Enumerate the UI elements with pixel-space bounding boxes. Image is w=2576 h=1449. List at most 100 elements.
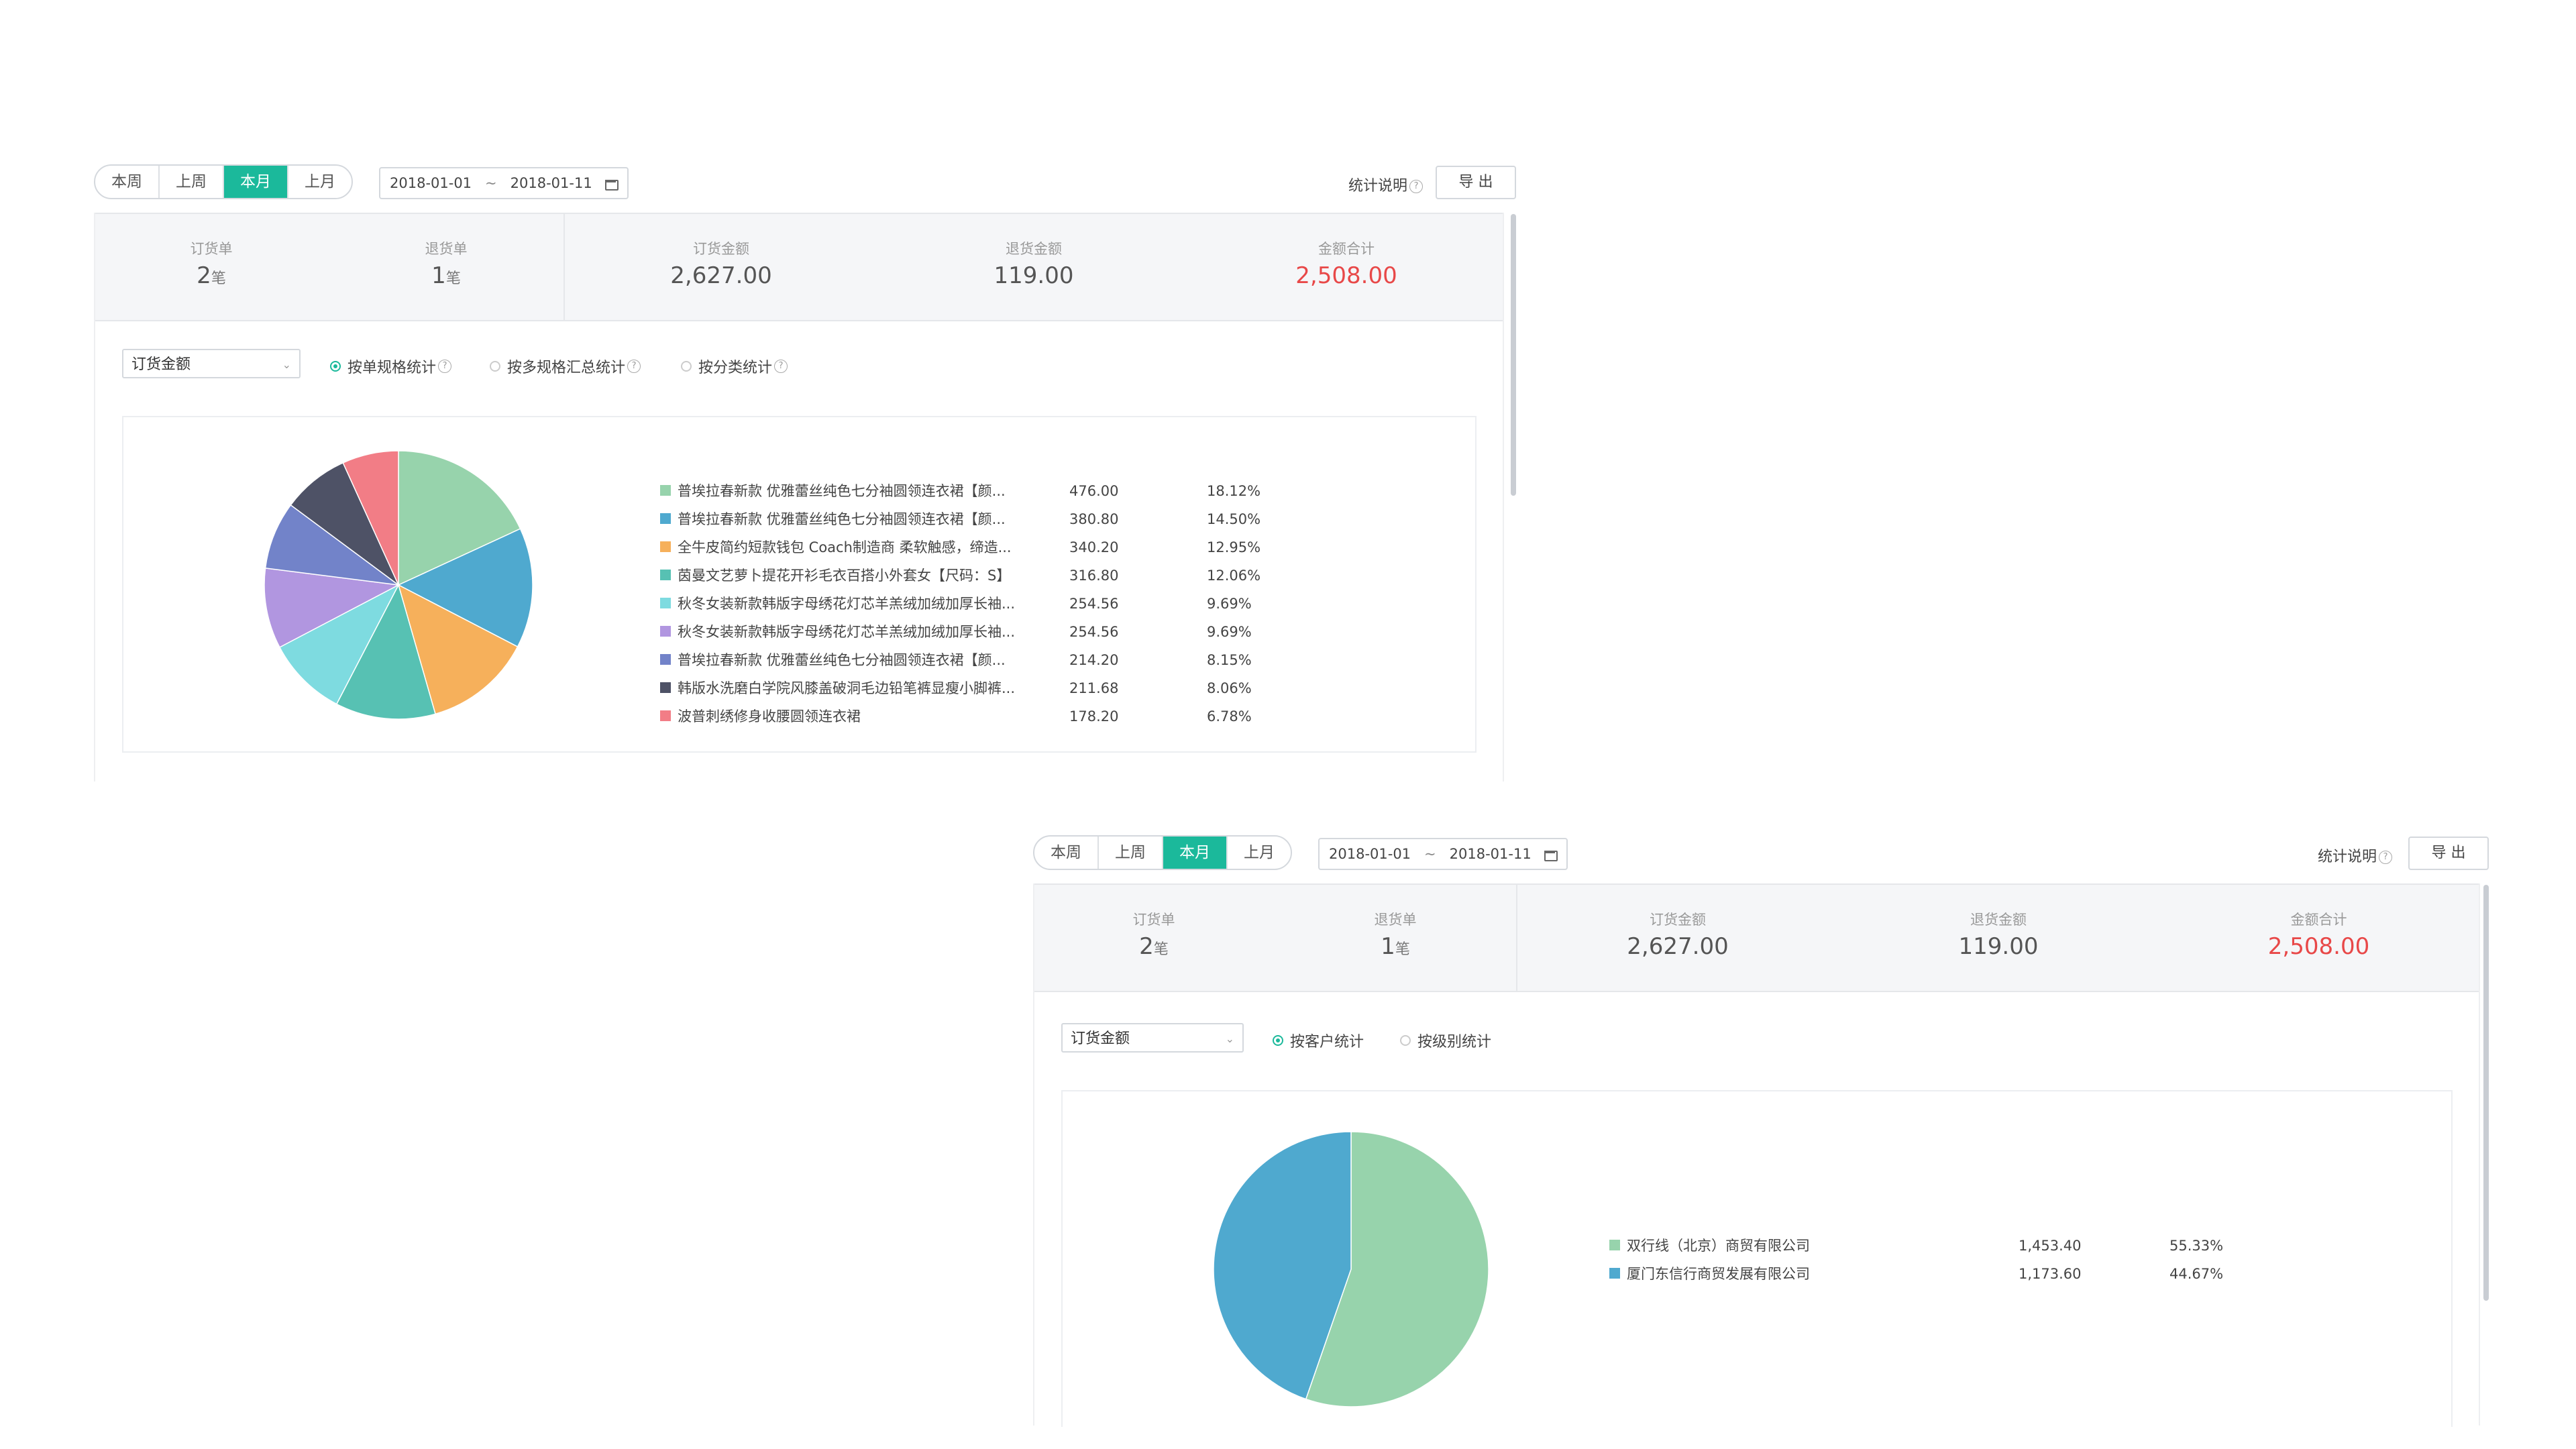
help-icon: ? [627, 360, 641, 373]
stats-panel-customer: 本周 上周 本月 上月 2018-01-01 ~ 2018-01-11 统计说明… [1033, 835, 2496, 1427]
radio-unchecked-icon [681, 361, 692, 372]
stat-label: 订货金额 [693, 241, 749, 257]
chart-card: 双行线（北京）商贸有限公司 1,453.40 55.33% 厦门东信行商贸发展有限公司… [1061, 1090, 2453, 1427]
legend-percent: 55.33% [2169, 1238, 2224, 1254]
metric-select-value: 订货金额 [1071, 1030, 1130, 1047]
panel-border-left [94, 213, 95, 782]
legend-item[interactable]: 波普刺绣修身收腰圆领连衣裙 178.20 6.78% [660, 703, 1331, 730]
legend-item[interactable]: 双行线（北京）商贸有限公司 1,453.40 55.33% [1609, 1232, 2280, 1259]
pie-slice-3[interactable] [397, 584, 519, 715]
period-this-week[interactable]: 本周 [1034, 837, 1099, 869]
stat-value: 1笔 [431, 262, 461, 289]
legend-label: 全牛皮简约短款钱包 Coach制造商 柔软触感，缔造... [678, 539, 1012, 555]
legend-percent: 8.06% [1207, 680, 1252, 696]
legend-swatch [660, 570, 671, 580]
scrollbar[interactable] [1511, 214, 1516, 496]
metric-select[interactable]: 订货金额 ⌄ [122, 349, 301, 378]
date-end[interactable]: 2018-01-11 [1449, 846, 1532, 862]
pie-slice-4[interactable] [335, 583, 436, 720]
stat-value: 2笔 [197, 262, 226, 289]
pie-slice-1[interactable] [1305, 1131, 1489, 1407]
date-separator: ~ [1424, 846, 1436, 862]
calendar-icon[interactable] [604, 177, 619, 191]
legend-item[interactable]: 厦门东信行商贸发展有限公司 1,173.60 44.67% [1609, 1260, 2280, 1287]
date-range-picker[interactable]: 2018-01-01 ~ 2018-01-11 [379, 167, 629, 199]
stat-value: 119.00 [994, 262, 1074, 289]
pie-slice-5[interactable] [278, 584, 400, 705]
legend-swatch [660, 541, 671, 552]
stat-label: 订货单 [1132, 912, 1175, 928]
export-button[interactable]: 导 出 [2408, 837, 2489, 870]
chart-legend: 普埃拉春新款 优雅蕾丝纯色七分袖圆领连衣裙【颜... 476.00 18.12% 普埃… [660, 478, 1331, 733]
toolbar: 本周 上周 本月 上月 2018-01-01 ~ 2018-01-11 统计说明… [1033, 835, 2496, 870]
legend-percent: 12.06% [1207, 568, 1261, 584]
date-range-picker[interactable]: 2018-01-01 ~ 2018-01-11 [1318, 838, 1568, 870]
stat-label: 退货金额 [1970, 912, 2027, 928]
stats-explain-label: 统计说明 [1348, 178, 1408, 195]
radio-label: 按级别统计 [1417, 1034, 1492, 1051]
stats-explain-link[interactable]: 统计说明? [2318, 845, 2393, 866]
legend-percent: 8.15% [1207, 652, 1252, 668]
date-end[interactable]: 2018-01-11 [510, 175, 592, 191]
stat-value: 2笔 [1139, 933, 1169, 960]
legend-item[interactable]: 韩版水洗磨白学院风膝盖破洞毛边铅笔裤显瘦小脚裤... 211.68 8.06% [660, 675, 1331, 702]
stat-return-amount: 退货金额 119.00 [877, 238, 1190, 289]
period-last-week[interactable]: 上周 [1099, 837, 1163, 869]
scrollbar[interactable] [2483, 885, 2489, 1301]
legend-value: 254.56 [1069, 596, 1119, 612]
legend-label: 秋冬女装新款韩版字母绣花灯芯羊羔绒加绒加厚长袖... [678, 596, 1016, 612]
export-button[interactable]: 导 出 [1436, 166, 1516, 199]
legend-item[interactable]: 普埃拉春新款 优雅蕾丝纯色七分袖圆领连衣裙【颜... 380.80 14.50% [660, 506, 1331, 533]
stats-panel-product: 本周 上周 本月 上月 2018-01-01 ~ 2018-01-11 统计说明… [94, 164, 1519, 782]
stat-value: 2,627.00 [1627, 933, 1729, 960]
radio-by-customer[interactable]: 按客户统计 [1273, 1030, 1364, 1051]
stat-label: 退货单 [425, 241, 468, 257]
period-last-month[interactable]: 上月 [1244, 844, 1275, 861]
legend-swatch [660, 513, 671, 524]
summary-bar: 订货单 2笔 退货单 1笔 订货金额 2,627.00 退货金额 119.00 … [1033, 883, 2479, 992]
pie-slice-6[interactable] [264, 568, 400, 648]
legend-item[interactable]: 普埃拉春新款 优雅蕾丝纯色七分袖圆领连衣裙【颜... 214.20 8.15% [660, 647, 1331, 674]
help-icon: ? [774, 360, 788, 373]
pie-slice-9[interactable] [342, 450, 399, 586]
legend-item[interactable]: 普埃拉春新款 优雅蕾丝纯色七分袖圆领连衣裙【颜... 476.00 18.12% [660, 478, 1331, 504]
radio-by-multi-spec[interactable]: 按多规格汇总统计? [490, 356, 641, 377]
stat-return-count: 退货单 1笔 [1275, 909, 1516, 960]
radio-by-level[interactable]: 按级别统计 [1400, 1030, 1491, 1051]
radio-by-category[interactable]: 按分类统计? [681, 356, 788, 377]
legend-label: 厦门东信行商贸发展有限公司 [1627, 1266, 1810, 1282]
radio-by-single-spec[interactable]: 按单规格统计? [330, 356, 452, 377]
legend-item[interactable]: 全牛皮简约短款钱包 Coach制造商 柔软触感，缔造... 340.20 12.95… [660, 534, 1331, 561]
pie-slice-7[interactable] [264, 504, 400, 586]
chevron-down-icon: ⌄ [282, 358, 291, 371]
legend-item[interactable]: 秋冬女装新款韩版字母绣花灯芯羊羔绒加绒加厚长袖... 254.56 9.69% [660, 590, 1331, 617]
stat-order-amount: 订货金额 2,627.00 [565, 238, 877, 289]
stat-order-amount: 订货金额 2,627.00 [1517, 909, 1838, 960]
metric-select[interactable]: 订货金额 ⌄ [1061, 1023, 1244, 1053]
period-this-month[interactable]: 本月 [224, 166, 288, 198]
pie-slice-2[interactable] [397, 528, 533, 648]
metric-select-value: 订货金额 [131, 356, 191, 373]
legend-label: 普埃拉春新款 优雅蕾丝纯色七分袖圆领连衣裙【颜... [678, 483, 1006, 499]
radio-label: 按客户统计 [1290, 1034, 1364, 1051]
divider [564, 214, 565, 320]
legend-percent: 9.69% [1207, 596, 1252, 612]
calendar-icon[interactable] [1544, 848, 1558, 861]
legend-percent: 12.95% [1207, 539, 1261, 555]
period-this-week[interactable]: 本周 [95, 166, 160, 198]
legend-item[interactable]: 茵曼文艺萝卜提花开衫毛衣百搭小外套女【尺码：S】 316.80 12.06% [660, 562, 1331, 589]
legend-item[interactable]: 秋冬女装新款韩版字母绣花灯芯羊羔绒加绒加厚长袖... 254.56 9.69% [660, 619, 1331, 645]
period-this-month[interactable]: 本月 [1163, 837, 1228, 869]
period-last-month[interactable]: 上月 [305, 173, 335, 191]
stat-order-count: 订货单 2笔 [1033, 909, 1275, 960]
date-start[interactable]: 2018-01-01 [1329, 846, 1411, 862]
period-last-week[interactable]: 上周 [160, 166, 224, 198]
date-start[interactable]: 2018-01-01 [390, 175, 472, 191]
legend-value: 178.20 [1069, 708, 1119, 724]
panel-border-left [1033, 883, 1034, 1426]
pie-slice-1[interactable] [398, 450, 521, 586]
stats-explain-link[interactable]: 统计说明? [1348, 174, 1424, 195]
pie-slice-2[interactable] [1213, 1131, 1352, 1400]
legend-swatch [660, 626, 671, 637]
pie-slice-8[interactable] [290, 462, 400, 587]
